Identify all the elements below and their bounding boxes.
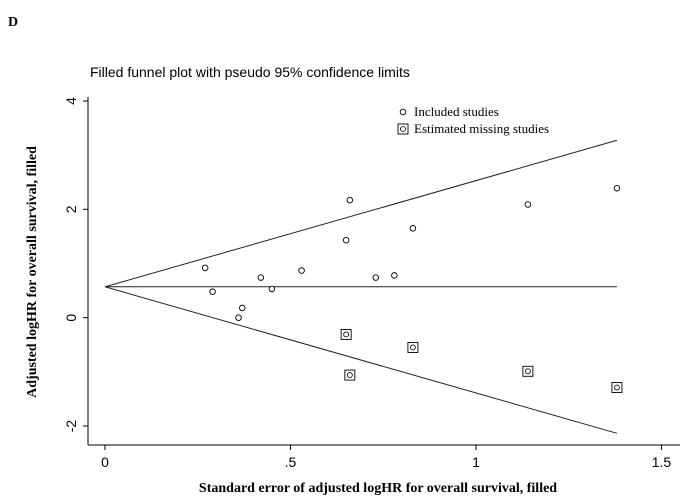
included-study-point [257, 274, 265, 281]
panel-label: D [8, 15, 18, 30]
axis-ticks: -2 0 2 4 0 .5 1 1.5 [63, 97, 671, 470]
legend-included-label: Included studies [414, 104, 499, 119]
missing-study-inner [343, 331, 350, 338]
included-study-point [524, 201, 532, 208]
legend-included-marker [399, 108, 407, 116]
y-tick-label: 4 [63, 97, 79, 105]
data-points [201, 184, 623, 393]
legend-missing-label: Estimated missing studies [414, 121, 549, 136]
y-tick-label: 0 [63, 314, 79, 322]
legend: Included studies Estimated missing studi… [397, 104, 549, 136]
included-study-point [268, 285, 276, 293]
axes [87, 97, 680, 446]
included-study-point [342, 236, 350, 244]
x-tick-label: 0 [101, 454, 109, 470]
funnel-lines [104, 139, 618, 434]
chart-title: Filled funnel plot with pseudo 95% confi… [90, 64, 410, 80]
missing-study-inner [346, 372, 353, 378]
missing-study-point [344, 369, 356, 381]
included-study-point [346, 196, 354, 204]
included-study-point [409, 225, 417, 232]
included-study-point [201, 264, 209, 272]
missing-study-point [340, 329, 352, 340]
missing-study-point [407, 342, 419, 353]
missing-study-inner [614, 384, 620, 391]
x-tick-label: 1.5 [652, 454, 672, 470]
included-study-point [613, 184, 621, 192]
missing-study-point [522, 365, 534, 377]
x-tick-label: 1 [472, 454, 480, 470]
x-tick-label: .5 [285, 454, 297, 470]
y-tick-label: 2 [63, 205, 79, 213]
included-study-point [391, 272, 398, 279]
missing-study-inner [410, 344, 416, 351]
included-study-point [239, 304, 246, 312]
y-tick-label: -2 [63, 420, 79, 433]
missing-study-inner [525, 368, 531, 375]
upper-confidence-limit [104, 139, 618, 288]
lower-confidence-limit [104, 286, 618, 434]
included-study-point [209, 288, 216, 295]
included-study-point [372, 274, 380, 281]
missing-study-point [611, 382, 623, 393]
y-axis-title: Adjusted logHR for overall survival, fil… [25, 146, 40, 398]
included-study-point [235, 314, 242, 321]
included-study-point [298, 267, 305, 274]
legend-missing-marker-inner [400, 126, 406, 132]
x-axis-title: Standard error of adjusted logHR for ove… [199, 481, 557, 496]
